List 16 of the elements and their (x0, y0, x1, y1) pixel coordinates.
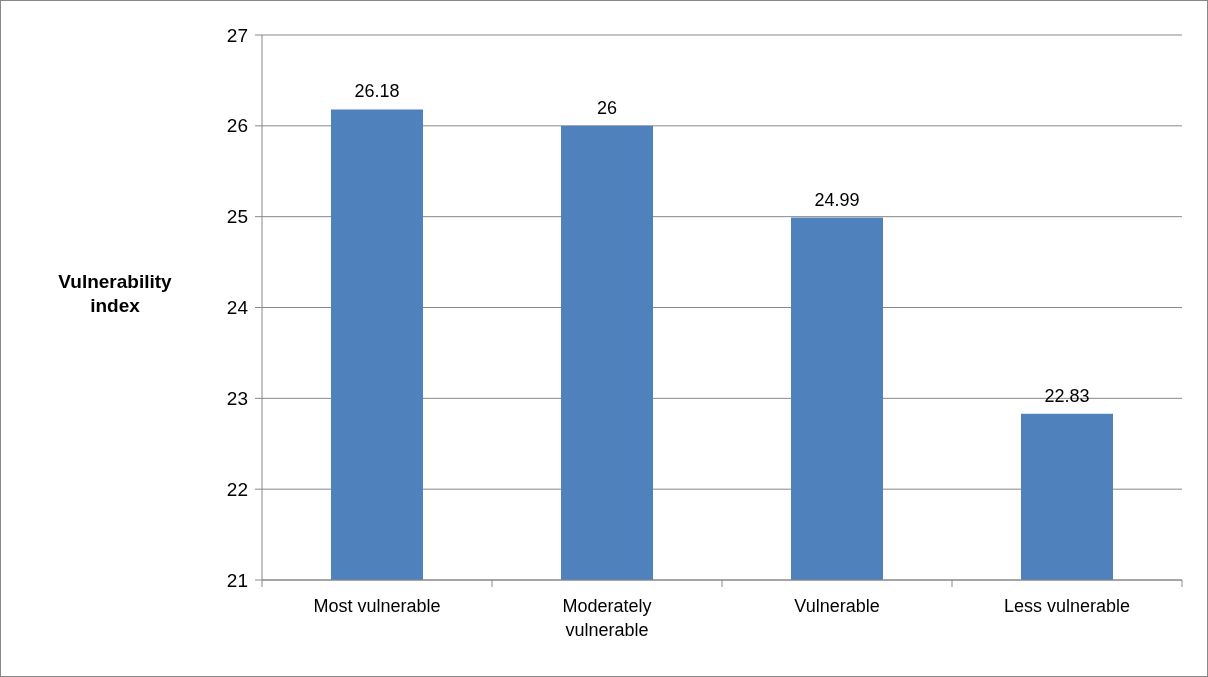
data-label: 24.99 (814, 189, 860, 210)
y-tick-label: 24 (226, 297, 249, 319)
y-tick-label: 27 (226, 24, 248, 46)
data-label: 26 (596, 97, 618, 118)
x-tick-label: Moderately vulnerable (562, 596, 652, 640)
x-tick-label: Less vulnerable (1003, 596, 1131, 616)
y-tick-label: 26 (226, 115, 248, 137)
data-label: 22.83 (1044, 385, 1090, 406)
y-tick-label: 23 (226, 387, 248, 409)
x-tick-label: Most vulnerable (313, 596, 441, 616)
x-tick-label: Vulnerable (794, 596, 880, 616)
y-tick-label: 21 (226, 569, 248, 591)
y-axis-title: Vulnerability index (58, 271, 173, 316)
y-tick-label: 25 (226, 206, 248, 228)
y-tick-label: 22 (226, 478, 248, 500)
data-label: 26.18 (354, 81, 400, 102)
